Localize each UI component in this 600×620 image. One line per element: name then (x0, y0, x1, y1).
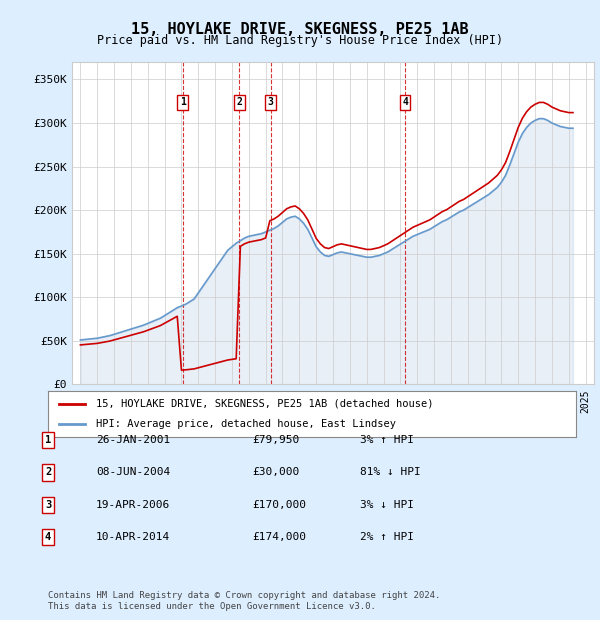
Text: £79,950: £79,950 (252, 435, 299, 445)
Text: HPI: Average price, detached house, East Lindsey: HPI: Average price, detached house, East… (95, 419, 395, 429)
Text: 4: 4 (402, 97, 408, 107)
Text: 2% ↑ HPI: 2% ↑ HPI (360, 532, 414, 542)
Text: 1: 1 (179, 97, 185, 107)
Text: Price paid vs. HM Land Registry's House Price Index (HPI): Price paid vs. HM Land Registry's House … (97, 34, 503, 47)
Text: 08-JUN-2004: 08-JUN-2004 (96, 467, 170, 477)
Text: 2: 2 (45, 467, 51, 477)
Text: 26-JAN-2001: 26-JAN-2001 (96, 435, 170, 445)
Text: 2: 2 (236, 97, 242, 107)
Text: £30,000: £30,000 (252, 467, 299, 477)
Text: 4: 4 (45, 532, 51, 542)
Text: 1: 1 (45, 435, 51, 445)
Text: 10-APR-2014: 10-APR-2014 (96, 532, 170, 542)
Text: 3% ↓ HPI: 3% ↓ HPI (360, 500, 414, 510)
Text: 3: 3 (268, 97, 274, 107)
Text: 19-APR-2006: 19-APR-2006 (96, 500, 170, 510)
Text: £174,000: £174,000 (252, 532, 306, 542)
Text: £170,000: £170,000 (252, 500, 306, 510)
Text: 3% ↑ HPI: 3% ↑ HPI (360, 435, 414, 445)
Text: 15, HOYLAKE DRIVE, SKEGNESS, PE25 1AB (detached house): 15, HOYLAKE DRIVE, SKEGNESS, PE25 1AB (d… (95, 399, 433, 409)
Text: 3: 3 (45, 500, 51, 510)
Text: 81% ↓ HPI: 81% ↓ HPI (360, 467, 421, 477)
Text: 15, HOYLAKE DRIVE, SKEGNESS, PE25 1AB: 15, HOYLAKE DRIVE, SKEGNESS, PE25 1AB (131, 22, 469, 37)
Text: Contains HM Land Registry data © Crown copyright and database right 2024.
This d: Contains HM Land Registry data © Crown c… (48, 591, 440, 611)
